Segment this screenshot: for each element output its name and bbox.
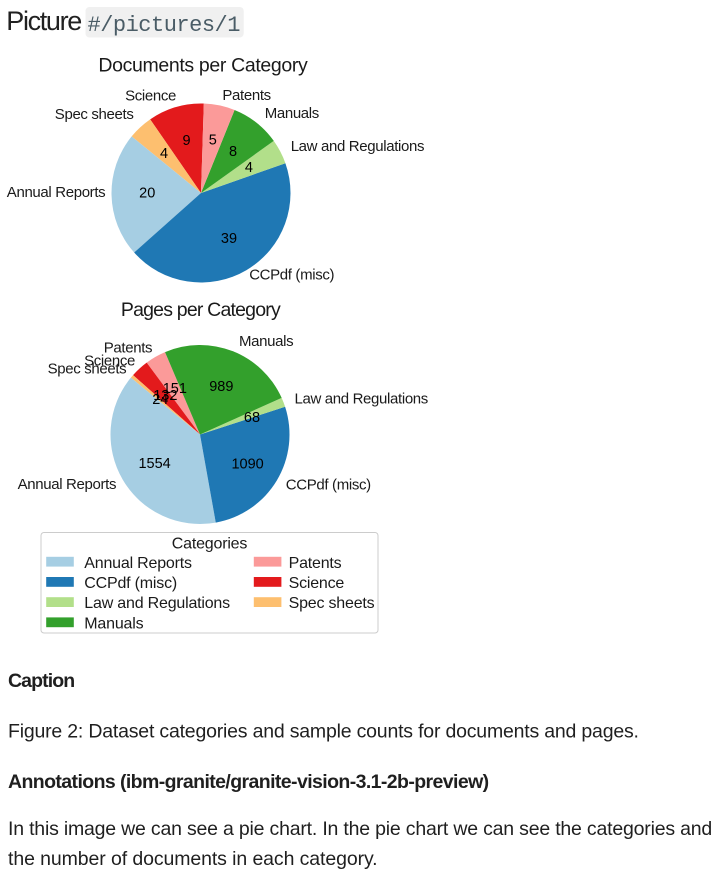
svg-text:151: 151 (163, 381, 187, 397)
svg-text:Spec sheets: Spec sheets (289, 595, 375, 612)
svg-text:20: 20 (139, 185, 155, 201)
svg-text:132: 132 (153, 388, 177, 404)
svg-text:CCPdf (misc): CCPdf (misc) (249, 267, 334, 284)
svg-text:9: 9 (182, 133, 190, 149)
svg-text:Patents: Patents (289, 555, 342, 572)
svg-text:68: 68 (244, 410, 260, 426)
svg-text:Picture: Picture (6, 6, 81, 36)
svg-text:Science: Science (289, 575, 345, 592)
svg-text:24: 24 (152, 392, 168, 408)
svg-text:CCPdf (misc): CCPdf (misc) (84, 575, 177, 592)
svg-text:Law and Regulations: Law and Regulations (295, 391, 428, 408)
svg-text:Science: Science (125, 88, 176, 105)
svg-text:Spec sheets: Spec sheets (55, 106, 134, 123)
svg-text:8: 8 (229, 144, 237, 160)
svg-text:Annual Reports: Annual Reports (84, 555, 192, 572)
svg-text:Manuals: Manuals (239, 333, 293, 350)
svg-text:Manuals: Manuals (265, 105, 319, 122)
svg-text:Spec sheets: Spec sheets (48, 360, 127, 377)
svg-text:1090: 1090 (231, 457, 263, 473)
svg-text:Documents per Category: Documents per Category (98, 55, 308, 77)
svg-text:Law and Regulations: Law and Regulations (291, 138, 424, 155)
svg-text:1554: 1554 (138, 456, 170, 472)
svg-text:Caption: Caption (8, 670, 74, 692)
svg-text:Manuals: Manuals (84, 615, 143, 632)
svg-text:Figure 2: Dataset categories a: Figure 2: Dataset categories and sample … (8, 721, 639, 743)
svg-text:4: 4 (245, 160, 253, 176)
svg-text:4: 4 (160, 146, 168, 162)
svg-text:Pages per Category: Pages per Category (121, 299, 281, 321)
svg-text:Categories: Categories (172, 536, 248, 553)
svg-text:#/pictures/1: #/pictures/1 (88, 13, 241, 38)
svg-text:the number of documents in eac: the number of documents in each category… (8, 848, 378, 870)
svg-text:Patents: Patents (104, 340, 152, 357)
svg-text:Annual Reports: Annual Reports (18, 476, 117, 493)
svg-text:5: 5 (209, 132, 217, 148)
svg-text:Law and Regulations: Law and Regulations (84, 595, 230, 612)
svg-text:989: 989 (209, 379, 233, 395)
svg-text:39: 39 (221, 231, 237, 247)
svg-text:CCPdf (misc): CCPdf (misc) (286, 477, 371, 494)
svg-text:Science: Science (84, 352, 135, 369)
svg-text:In this image we can see a pie: In this image we can see a pie chart. In… (8, 818, 712, 840)
svg-text:Annual Reports: Annual Reports (7, 184, 106, 201)
svg-text:Patents: Patents (222, 87, 270, 104)
svg-text:Annotations (ibm-granite/grani: Annotations (ibm-granite/granite-vision-… (8, 771, 489, 793)
